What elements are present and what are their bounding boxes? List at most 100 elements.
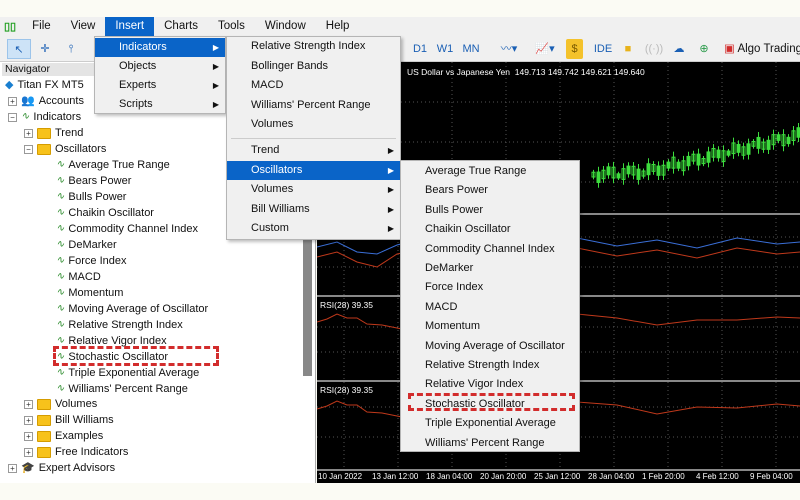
oscillators-menu-demarker[interactable]: DeMarker <box>401 259 579 278</box>
indicators-menu-williams-percent-range[interactable]: Williams' Percent Range <box>227 96 400 115</box>
menu-item-label: Relative Vigor Index <box>425 378 524 391</box>
oscillators-menu-bears-power[interactable]: Bears Power <box>401 181 579 200</box>
nav-indicator-macd[interactable]: ∿ MACD <box>56 269 101 285</box>
menu-insert[interactable]: Insert <box>105 17 155 36</box>
nav-indicator-demarker[interactable]: ∿ DeMarker <box>56 237 117 253</box>
tf-d1[interactable]: D1 <box>412 43 428 55</box>
nav-indicator-stochastic-oscillator[interactable]: ∿ Stochastic Oscillator <box>56 349 168 365</box>
indicators-menu-macd[interactable]: MACD <box>227 76 400 95</box>
nav-indicator-chaikin-oscillator[interactable]: ∿ Chaikin Oscillator <box>56 205 154 221</box>
nav-indicator-label: Stochastic Oscillator <box>68 351 169 363</box>
time-axis: 10 Jan 2022 13 Jan 12:00 18 Jan 04:00 20 Ja… <box>317 472 800 483</box>
menu-tools[interactable]: Tools <box>218 20 245 32</box>
collapse-icon[interactable]: − <box>24 144 33 154</box>
indicator-icon: ∿ <box>56 271 65 282</box>
crosshair-tool-icon[interactable]: ✛ <box>40 43 50 55</box>
nav-folder-free-indicators[interactable]: + Free Indicators <box>24 444 128 460</box>
oscillators-menu-force-index[interactable]: Force Index <box>401 278 579 297</box>
nav-folder-examples[interactable]: + Examples <box>24 428 103 444</box>
collapse-icon[interactable]: − <box>8 112 17 122</box>
indicators-menu-group-oscillators[interactable]: Oscillators ▶ <box>227 160 400 180</box>
expand-icon[interactable]: + <box>24 128 33 138</box>
nav-accounts[interactable]: + 👥 Accounts <box>8 93 84 109</box>
indicators-menu-group-volumes[interactable]: Volumes ▶ <box>227 180 400 199</box>
nav-expert-advisors[interactable]: + 🎓 Expert Advisors <box>8 460 115 476</box>
cloud-icon[interactable]: ☁ <box>673 43 685 55</box>
menu-window[interactable]: Window <box>264 20 306 32</box>
signal-icon[interactable]: ((·)) <box>644 43 664 55</box>
nav-indicator-bears-power[interactable]: ∿ Bears Power <box>56 173 131 189</box>
menu-item-label: Force Index <box>425 281 484 294</box>
nav-indicator-average-true-range[interactable]: ∿ Average True Range <box>56 157 170 173</box>
vertical-line-icon[interactable]: ⫯ <box>68 43 74 55</box>
oscillators-menu-bulls-power[interactable]: Bulls Power <box>401 201 579 220</box>
menu-help[interactable]: Help <box>325 20 350 32</box>
ide-button[interactable]: IDE <box>593 43 613 55</box>
expand-icon[interactable]: + <box>8 96 17 106</box>
expand-icon[interactable]: + <box>24 447 33 457</box>
graduation-cap-icon: 🎓 <box>21 462 35 474</box>
vps-add-icon[interactable]: ⊕ <box>699 43 709 55</box>
menu-item-label: Bears Power <box>425 184 488 197</box>
shop-bag-icon[interactable]: ■ <box>624 43 632 55</box>
nav-indicator-bulls-power[interactable]: ∿ Bulls Power <box>56 189 126 205</box>
insert-menu-indicators[interactable]: Indicators ▶ <box>95 38 225 57</box>
menu-file[interactable]: File <box>32 20 51 32</box>
nav-indicators[interactable]: − ∿ Indicators <box>8 109 81 125</box>
oscillators-menu-relative-vigor-index[interactable]: Relative Vigor Index <box>401 375 579 394</box>
tf-mn[interactable]: MN <box>462 43 480 55</box>
oscillators-menu-commodity-channel-index[interactable]: Commodity Channel Index <box>401 240 579 259</box>
nav-indicator-moving-average-of-oscillator[interactable]: ∿ Moving Average of Oscillator <box>56 301 208 317</box>
nav-indicator-force-index[interactable]: ∿ Force Index <box>56 253 126 269</box>
nav-indicator-relative-vigor-index[interactable]: ∿ Relative Vigor Index <box>56 333 167 349</box>
chart-symbol: US Dollar vs Japanese Yen 149.713 149.74… <box>407 67 645 77</box>
insert-menu-scripts[interactable]: Scripts ▶ <box>95 95 225 114</box>
indicators-menu-group-bill-williams[interactable]: Bill Williams ▶ <box>227 200 400 219</box>
menu-view[interactable]: View <box>70 20 96 32</box>
cursor-tool-icon[interactable]: ↖ <box>7 39 31 59</box>
oscillators-menu-chaikin-oscillator[interactable]: Chaikin Oscillator <box>401 220 579 239</box>
expand-icon[interactable]: + <box>24 431 33 441</box>
oscillators-menu-triple-exponential-average[interactable]: Triple Exponential Average <box>401 414 579 433</box>
nav-root[interactable]: ◆ Titan FX MT5 <box>5 77 84 93</box>
menu-charts[interactable]: Charts <box>164 20 198 32</box>
nav-indicator-triple-exponential-average[interactable]: ∿ Triple Exponential Average <box>56 365 199 381</box>
indicators-menu-volumes[interactable]: Volumes <box>227 115 400 134</box>
indicators-menu-group-trend[interactable]: Trend ▶ <box>227 141 400 160</box>
oscillators-menu-relative-strength-index[interactable]: Relative Strength Index <box>401 356 579 375</box>
menu-item-label: Scripts <box>119 98 153 110</box>
oscillators-menu-average-true-range[interactable]: Average True Range <box>401 162 579 181</box>
nav-folder-bill-williams[interactable]: + Bill Williams <box>24 412 114 428</box>
oscillators-menu-macd[interactable]: MACD <box>401 298 579 317</box>
algo-trading-label: Algo Trading <box>737 43 800 55</box>
nav-indicator-williams-percent-range[interactable]: ∿ Williams' Percent Range <box>56 381 188 397</box>
submenu-arrow-icon: ▶ <box>212 62 219 71</box>
nav-folder-oscillators[interactable]: − Oscillators <box>24 141 106 157</box>
tf-w1[interactable]: W1 <box>436 43 454 55</box>
indicators-icon[interactable]: 📈▾ <box>535 43 555 55</box>
insert-menu-experts[interactable]: Experts ▶ <box>95 76 225 95</box>
oscillators-menu-williams-percent-range[interactable]: Williams' Percent Range <box>401 434 579 453</box>
indicators-menu-group-custom[interactable]: Custom ▶ <box>227 219 400 238</box>
expand-icon[interactable]: + <box>24 415 33 425</box>
oscillators-menu-momentum[interactable]: Momentum <box>401 317 579 336</box>
nav-indicator-label: Relative Vigor Index <box>68 335 167 347</box>
expand-icon[interactable]: + <box>8 463 17 473</box>
oscillators-menu-moving-average-of-oscillator[interactable]: Moving Average of Oscillator <box>401 337 579 356</box>
oscillators-menu-stochastic-oscillator[interactable]: Stochastic Oscillator <box>401 395 579 414</box>
nav-indicator-momentum[interactable]: ∿ Momentum <box>56 285 123 301</box>
time-axis-label: 20 Jan 20:00 <box>480 472 527 481</box>
nav-folder-trend[interactable]: + Trend <box>24 125 83 141</box>
indicators-menu-relative-strength-index[interactable]: Relative Strength Index <box>227 37 400 56</box>
nav-indicator-label: Triple Exponential Average <box>68 367 200 379</box>
indicators-menu-bollinger-bands[interactable]: Bollinger Bands <box>227 57 400 76</box>
algo-trading-button[interactable]: ▣ Algo Trading <box>724 39 800 59</box>
market-icon[interactable]: $ <box>566 39 583 59</box>
insert-menu-objects[interactable]: Objects ▶ <box>95 57 225 76</box>
nav-folder-volumes[interactable]: + Volumes <box>24 396 97 412</box>
nav-indicator-relative-strength-index[interactable]: ∿ Relative Strength Index <box>56 317 183 333</box>
expand-icon[interactable]: + <box>24 399 33 409</box>
nav-indicator-commodity-channel-index[interactable]: ∿ Commodity Channel Index <box>56 221 198 237</box>
chart-type-icon[interactable]: 〰▾ <box>500 43 518 55</box>
time-axis-label: 4 Feb 12:00 <box>696 472 739 481</box>
